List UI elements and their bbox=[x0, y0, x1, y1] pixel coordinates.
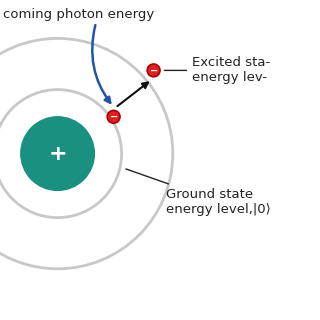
Text: Ground state
energy level,|0⟩: Ground state energy level,|0⟩ bbox=[126, 169, 271, 216]
Text: coming photon energy: coming photon energy bbox=[3, 8, 155, 21]
Text: −: − bbox=[109, 112, 118, 122]
Text: Excited sta-
energy lev-: Excited sta- energy lev- bbox=[164, 56, 270, 84]
Text: +: + bbox=[48, 144, 67, 164]
Circle shape bbox=[107, 110, 120, 123]
Circle shape bbox=[21, 117, 94, 190]
Circle shape bbox=[147, 64, 160, 77]
Text: −: − bbox=[149, 65, 158, 76]
